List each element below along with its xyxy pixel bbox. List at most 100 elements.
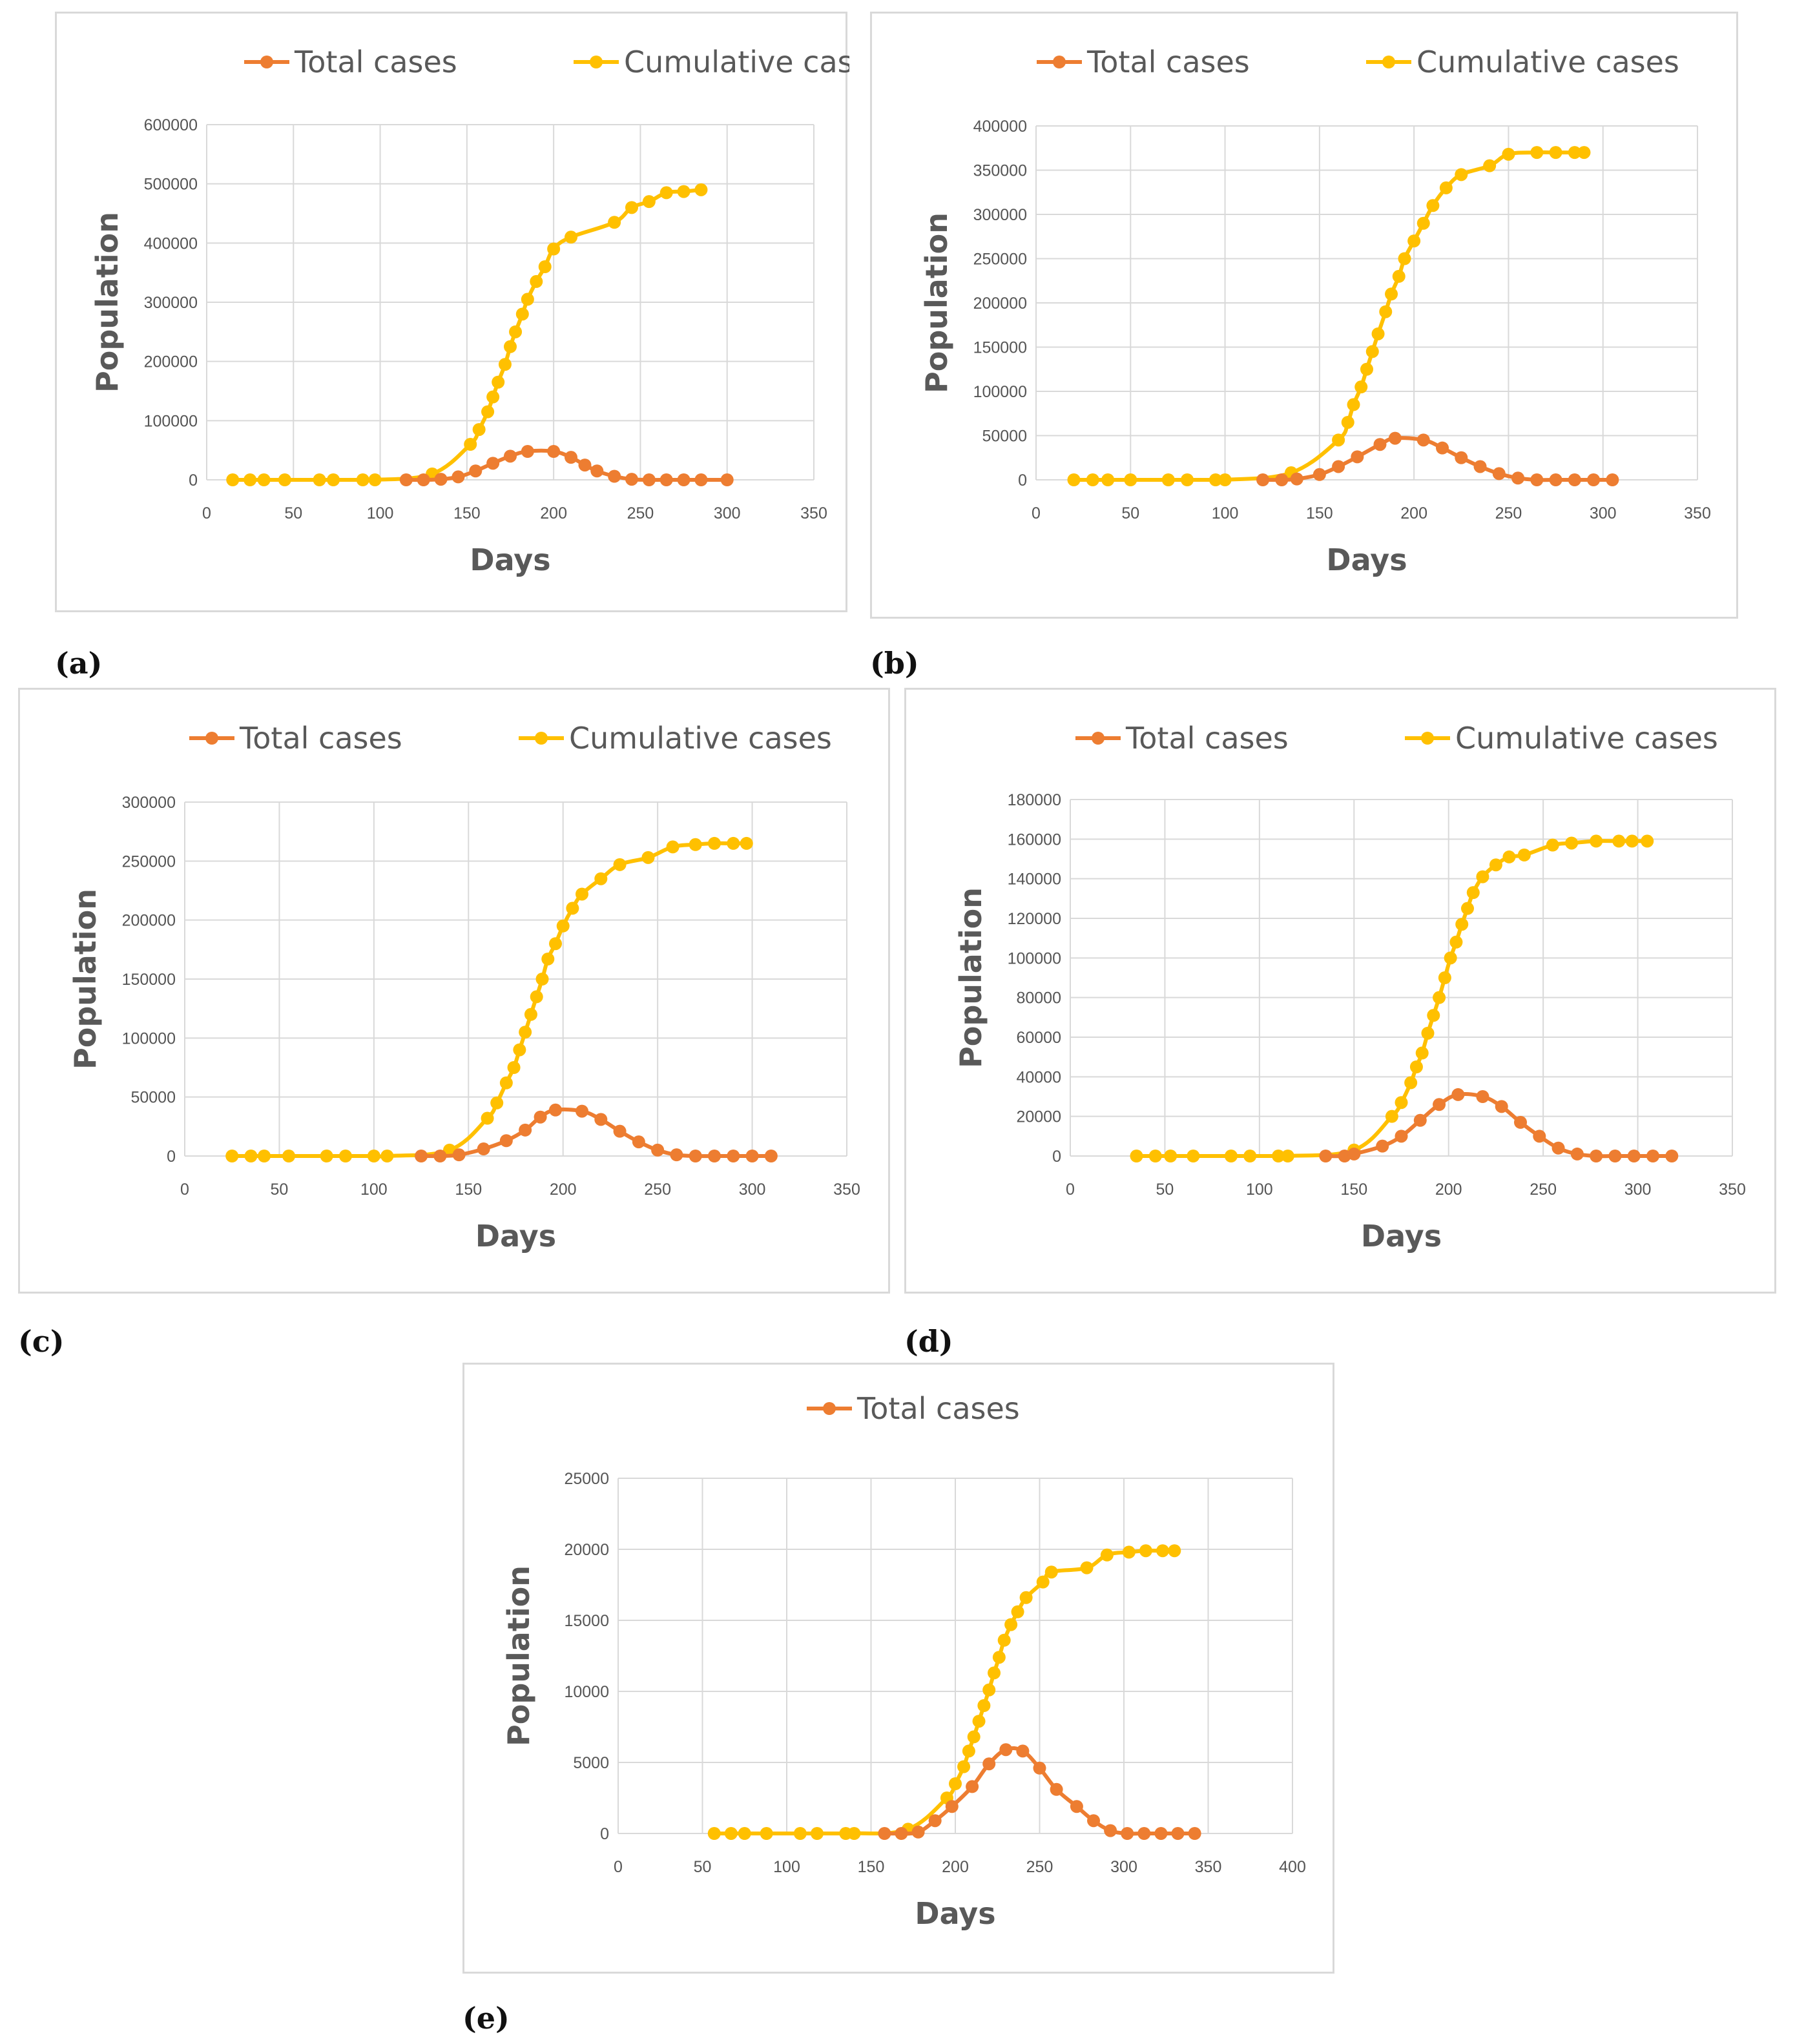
total-cases-point — [486, 457, 500, 470]
x-tick-label: 100 — [773, 1858, 800, 1876]
cumulative-cases-point — [659, 186, 673, 200]
chart-svg-b: 0500001000001500002000002500003000003500… — [919, 45, 1711, 577]
cumulative-cases-point — [530, 274, 543, 288]
y-tick-label: 60000 — [1016, 1029, 1061, 1047]
total-cases-point — [521, 445, 534, 458]
cumulative-cases-point — [625, 201, 638, 214]
total-cases-point — [1319, 1150, 1333, 1162]
cumulative-cases-point — [313, 473, 326, 486]
cumulative-cases-point — [1181, 473, 1194, 486]
total-cases-point — [1533, 1130, 1546, 1143]
x-tick-label: 300 — [714, 504, 741, 522]
cumulative-cases-point — [549, 937, 562, 951]
cumulative-cases-point — [1466, 886, 1480, 900]
cumulative-cases-point — [1502, 147, 1515, 161]
x-tick-label: 200 — [942, 1858, 969, 1876]
cumulative-cases-point — [1476, 870, 1489, 883]
cumulative-cases-point — [1004, 1618, 1018, 1631]
y-tick-label: 40000 — [1016, 1068, 1061, 1086]
y-tick-label: 500000 — [144, 176, 198, 194]
total-cases-point — [519, 1123, 532, 1137]
total-cases-point — [613, 1124, 627, 1138]
cumulative-cases-point — [1449, 935, 1463, 949]
cumulative-cases-point — [565, 231, 577, 244]
cumulative-cases-point — [515, 307, 529, 321]
legend-marker-total — [823, 1402, 836, 1415]
cumulative-cases-point — [1416, 216, 1430, 230]
cumulative-cases-point — [594, 872, 608, 885]
cumulative-cases-point — [1360, 362, 1373, 376]
cumulative-cases-point — [338, 1150, 352, 1162]
legend-label-cumulative: Cumulative cases — [1416, 45, 1679, 79]
y-tick-label: 0 — [1052, 1148, 1061, 1166]
cumulative-cases-point — [992, 1651, 1006, 1664]
x-axis-title: Days — [915, 1896, 995, 1931]
x-tick-label: 250 — [644, 1181, 671, 1199]
y-tick-label: 200000 — [144, 353, 198, 371]
total-cases-point — [1016, 1744, 1030, 1758]
cumulative-cases-point — [1100, 1548, 1114, 1562]
total-cases-point — [1256, 473, 1270, 486]
cumulative-cases-point — [257, 473, 271, 486]
total-cases-point — [745, 1150, 759, 1162]
cumulative-cases-point — [1243, 1150, 1257, 1162]
y-tick-label: 200000 — [122, 912, 176, 930]
x-tick-label: 200 — [540, 504, 567, 522]
cumulative-cases-point — [1421, 1026, 1435, 1040]
cumulative-cases-point — [1549, 146, 1562, 160]
cumulative-cases-point — [504, 340, 517, 353]
total-cases-point — [1373, 438, 1387, 451]
cumulative-cases-point — [1272, 1150, 1285, 1162]
cumulative-cases-point — [1444, 951, 1457, 965]
y-axis-title: Population — [501, 1565, 536, 1746]
x-tick-label: 400 — [1279, 1858, 1306, 1876]
cumulative-cases-point — [513, 1043, 526, 1057]
cumulative-cases-point — [1148, 1150, 1162, 1162]
total-cases-point — [1514, 1115, 1527, 1129]
cumulative-cases-point — [1426, 199, 1440, 212]
cumulative-cases-point — [541, 952, 555, 965]
cumulative-cases-point — [1164, 1150, 1178, 1162]
total-cases-point — [1433, 1098, 1446, 1111]
total-cases-point — [1608, 1150, 1622, 1162]
cumulative-cases-point — [1156, 1544, 1170, 1558]
cumulative-cases-point — [689, 838, 702, 851]
total-cases-point — [1627, 1150, 1641, 1162]
x-tick-label: 0 — [180, 1181, 189, 1199]
total-cases-point — [999, 1743, 1013, 1757]
total-cases-point — [1606, 473, 1619, 486]
x-tick-label: 50 — [694, 1858, 712, 1876]
total-cases-point — [534, 1110, 547, 1124]
x-tick-label: 300 — [1624, 1181, 1652, 1199]
total-cases-point — [1455, 451, 1468, 464]
y-tick-label: 300000 — [122, 794, 176, 812]
cumulative-cases-point — [1067, 473, 1081, 486]
x-tick-label: 50 — [284, 504, 302, 522]
x-tick-label: 150 — [1340, 1181, 1367, 1199]
x-axis-title: Days — [470, 542, 550, 577]
cumulative-cases-point — [972, 1715, 986, 1728]
y-tick-label: 15000 — [564, 1612, 609, 1630]
total-cases-point — [1033, 1761, 1046, 1775]
cumulative-cases-point — [356, 473, 369, 486]
cumulative-cases-point — [481, 405, 495, 418]
x-tick-label: 200 — [1435, 1181, 1462, 1199]
x-tick-label: 0 — [1032, 504, 1041, 522]
total-cases-point — [1388, 431, 1402, 445]
y-tick-label: 100000 — [973, 383, 1027, 401]
cumulative-cases-point — [521, 293, 534, 306]
x-tick-label: 300 — [1110, 1858, 1137, 1876]
cumulative-cases-point — [1218, 473, 1232, 486]
total-cases-point — [1511, 471, 1525, 485]
x-tick-label: 300 — [739, 1181, 766, 1199]
total-cases-point — [565, 451, 577, 464]
x-tick-label: 100 — [1212, 504, 1239, 522]
total-cases-point — [1473, 460, 1487, 473]
y-axis-title: Population — [919, 212, 954, 393]
y-axis-title: Population — [90, 212, 125, 393]
total-cases-point — [1492, 467, 1506, 480]
y-axis-title: Population — [953, 887, 988, 1068]
total-cases-point — [895, 1827, 908, 1840]
cumulative-cases-point — [1398, 252, 1411, 265]
cumulative-cases-point — [740, 836, 753, 850]
